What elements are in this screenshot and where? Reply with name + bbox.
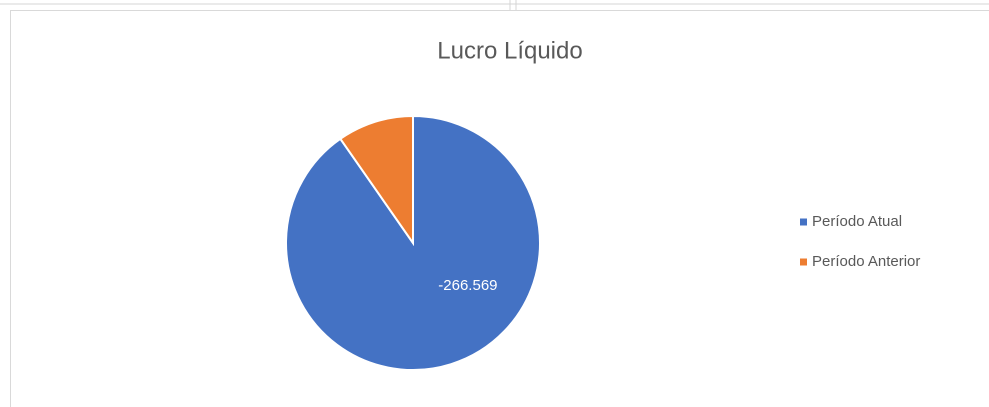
legend-swatch: [800, 218, 807, 226]
data-label: -266.569: [438, 277, 497, 294]
legend-label: Período Anterior: [812, 253, 920, 270]
chart-title: Lucro Líquido: [437, 37, 582, 64]
legend-label: Período Atual: [812, 213, 902, 230]
legend-swatch: [800, 258, 807, 266]
pie-slice: [285, 114, 541, 371]
pie-slice: [338, 114, 414, 247]
